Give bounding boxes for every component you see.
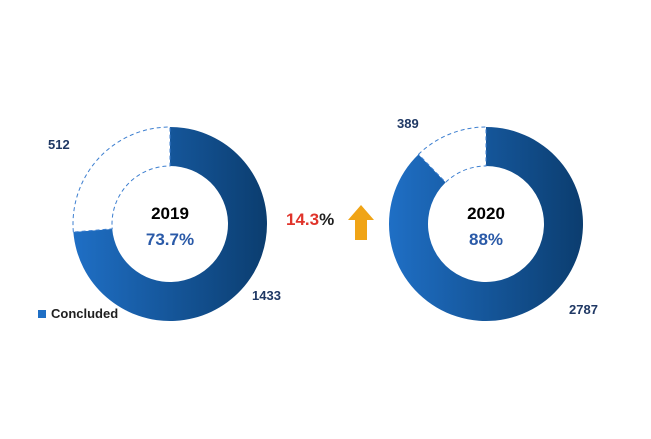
slice-label-2019-concluded: 1433 [252,288,281,303]
donut-slice-remaining [72,126,171,233]
percent-label-2020: 88% [468,230,504,249]
change-indicator: 14.3% [286,210,334,230]
change-percent-sign: % [319,210,335,229]
donut-2019 [72,126,267,321]
change-value: 14.3 [286,210,320,229]
slice-label-2020-concluded: 2787 [569,302,598,317]
legend-swatch [38,309,46,318]
donut-2020 [388,126,584,322]
slice-label-2020-remaining: 389 [397,116,419,131]
legend: Concluded [38,306,118,321]
percent-label-2019: 73.7% [145,230,195,249]
donut-slice-remaining [417,126,487,184]
slice-label-2019-remaining: 512 [48,137,70,152]
year-label-2019: 2019 [151,204,189,223]
year-label-2020: 2020 [467,204,505,223]
donut-slice-concluded [388,127,584,322]
donut-slice-concluded [73,127,267,321]
up-arrow-icon [348,205,374,240]
legend-label: Concluded [51,306,119,321]
